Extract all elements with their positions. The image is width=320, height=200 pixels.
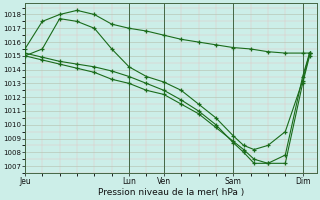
X-axis label: Pression niveau de la mer( hPa ): Pression niveau de la mer( hPa ) [98, 188, 244, 197]
